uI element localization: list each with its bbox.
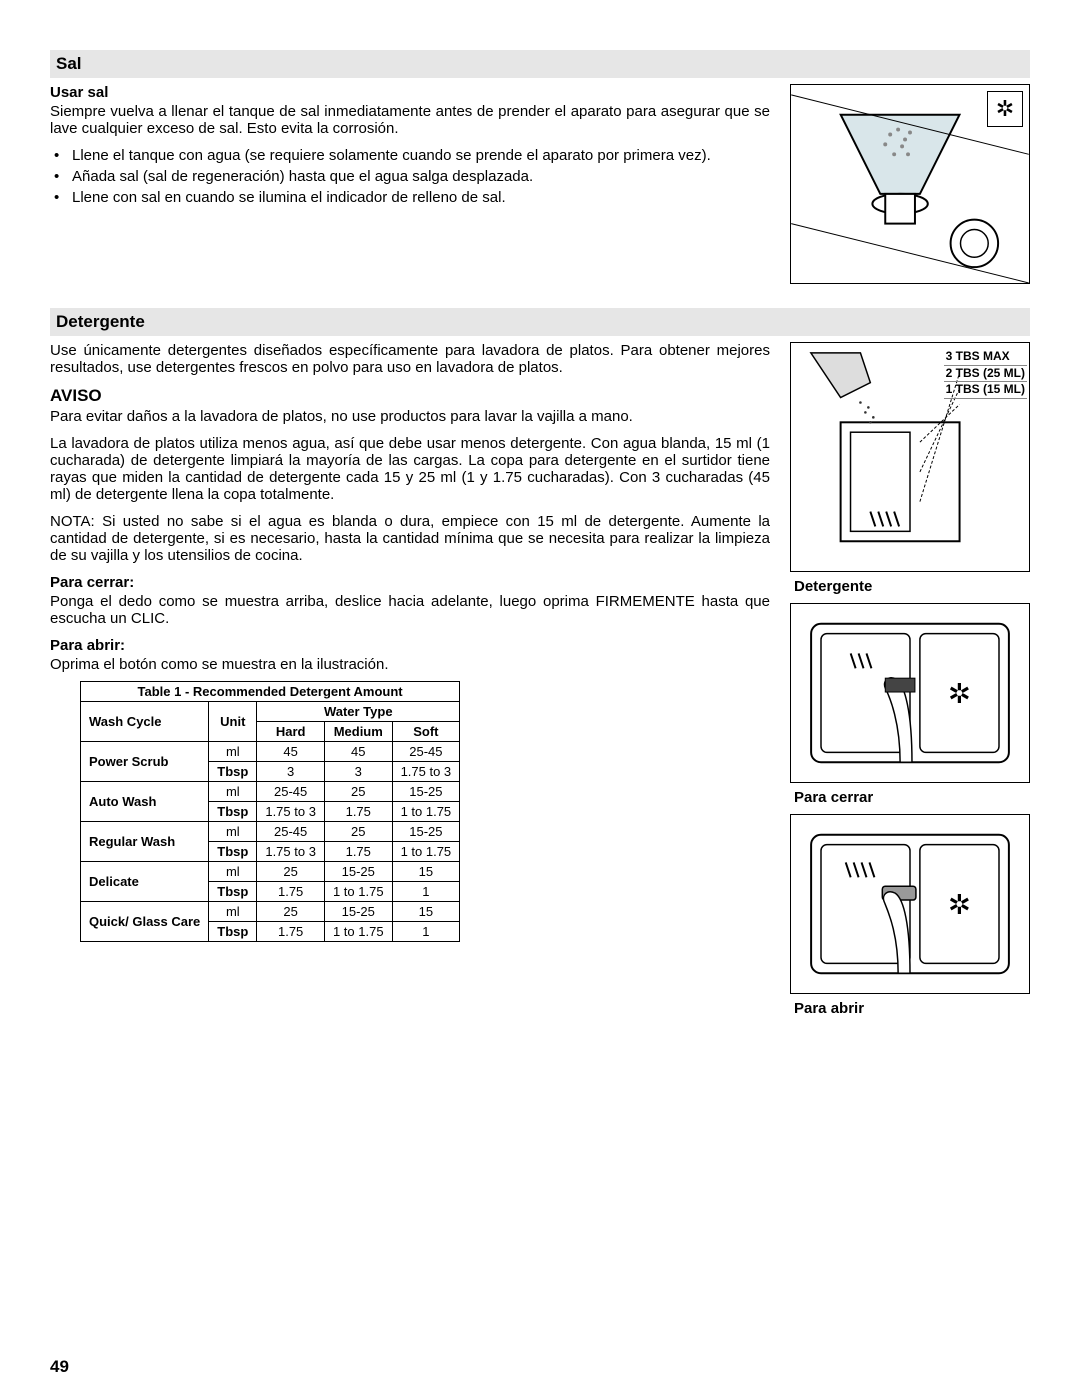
- table-cell: 1.75: [257, 882, 325, 902]
- table-cell: 45: [324, 742, 392, 762]
- cerrar-figure: ✲: [790, 603, 1030, 783]
- table-cell: 25-45: [257, 822, 325, 842]
- table-cycle: Power Scrub: [81, 742, 209, 782]
- table-unit: Tbsp: [209, 922, 257, 942]
- sal-figure: ✲: [790, 84, 1030, 284]
- table-cell: 1 to 1.75: [392, 802, 460, 822]
- abrir-text: Oprima el botón como se muestra en la il…: [50, 656, 770, 673]
- detergent-level-labels: 3 TBS MAX 2 TBS (25 ML) 1 TBS (15 ML): [944, 349, 1027, 399]
- abrir-head: Para abrir:: [50, 637, 770, 654]
- detergente-text: Use únicamente detergentes diseñados esp…: [50, 342, 770, 942]
- table-unit: Tbsp: [209, 882, 257, 902]
- col-unit: Unit: [209, 702, 257, 742]
- sal-row: Usar sal Siempre vuelva a llenar el tanq…: [50, 84, 1030, 290]
- table-unit: ml: [209, 742, 257, 762]
- table-cell: 25: [324, 822, 392, 842]
- level-3: 3 TBS MAX: [944, 349, 1027, 366]
- table-cell: 15: [392, 902, 460, 922]
- level-2: 2 TBS (25 ML): [944, 366, 1027, 383]
- aviso-p2: La lavadora de platos utiliza menos agua…: [50, 435, 770, 503]
- table-cycle: Regular Wash: [81, 822, 209, 862]
- detergente-figure: 3 TBS MAX 2 TBS (25 ML) 1 TBS (15 ML): [790, 342, 1030, 572]
- table-cell: 25-45: [392, 742, 460, 762]
- table-cell: 25-45: [257, 782, 325, 802]
- table-unit: ml: [209, 822, 257, 842]
- table-unit: Tbsp: [209, 802, 257, 822]
- table-cell: 25: [324, 782, 392, 802]
- aviso-p1: Para evitar daños a la lavadora de plato…: [50, 408, 770, 425]
- cerrar-head: Para cerrar:: [50, 574, 770, 591]
- table-cell: 25: [257, 902, 325, 922]
- table-cell: 3: [257, 762, 325, 782]
- aviso-nota: NOTA: Si usted no sabe si el agua es bla…: [50, 513, 770, 564]
- aviso-heading: AVISO: [50, 386, 770, 406]
- svg-text:✲: ✲: [948, 678, 971, 709]
- sal-text: Usar sal Siempre vuelva a llenar el tanq…: [50, 84, 770, 290]
- table-cell: 3: [324, 762, 392, 782]
- table-cell: 1.75 to 3: [257, 802, 325, 822]
- table-cycle: Delicate: [81, 862, 209, 902]
- col-cycle: Wash Cycle: [81, 702, 209, 742]
- level-1: 1 TBS (15 ML): [944, 382, 1027, 399]
- section-heading-sal: Sal: [50, 50, 1030, 78]
- salt-indicator-icon: ✲: [987, 91, 1023, 127]
- close-dispenser-icon: ✲: [791, 604, 1029, 782]
- detergente-row: Use únicamente detergentes diseñados esp…: [50, 342, 1030, 1017]
- table-unit: ml: [209, 782, 257, 802]
- table-cell: 1: [392, 922, 460, 942]
- table-cell: 1.75: [257, 922, 325, 942]
- sal-bullets: Llene el tanque con agua (se requiere so…: [50, 147, 770, 206]
- table-unit: ml: [209, 862, 257, 882]
- table-cell: 45: [257, 742, 325, 762]
- table-cell: 1.75: [324, 842, 392, 862]
- page-number: 49: [50, 1357, 69, 1377]
- table-title: Table 1 - Recommended Detergent Amount: [81, 682, 460, 702]
- col-soft: Soft: [392, 722, 460, 742]
- table-unit: Tbsp: [209, 842, 257, 862]
- section-heading-detergente: Detergente: [50, 308, 1030, 336]
- sal-bullet: Llene con sal en cuando se ilumina el in…: [72, 189, 770, 206]
- table-cell: 15-25: [392, 822, 460, 842]
- sal-intro: Siempre vuelva a llenar el tanque de sal…: [50, 103, 770, 137]
- table-cell: 1 to 1.75: [324, 882, 392, 902]
- table-cycle: Auto Wash: [81, 782, 209, 822]
- table-cell: 1.75 to 3: [257, 842, 325, 862]
- col-water: Water Type: [257, 702, 460, 722]
- col-hard: Hard: [257, 722, 325, 742]
- sal-subhead: Usar sal: [50, 84, 770, 101]
- fig-detergente-caption: Detergente: [790, 578, 1030, 595]
- table-cell: 1 to 1.75: [324, 922, 392, 942]
- detergente-intro: Use únicamente detergentes diseñados esp…: [50, 342, 770, 376]
- table-cell: 15-25: [324, 862, 392, 882]
- sal-bullet: Añada sal (sal de regeneración) hasta qu…: [72, 168, 770, 185]
- sal-bullet: Llene el tanque con agua (se requiere so…: [72, 147, 770, 164]
- open-dispenser-icon: ✲: [791, 815, 1029, 993]
- fig-cerrar-caption: Para cerrar: [790, 789, 1030, 806]
- cerrar-text: Ponga el dedo como se muestra arriba, de…: [50, 593, 770, 627]
- fig-abrir-caption: Para abrir: [790, 1000, 1030, 1017]
- abrir-figure: ✲: [790, 814, 1030, 994]
- table-cell: 15-25: [392, 782, 460, 802]
- sal-figure-col: ✲: [790, 84, 1030, 290]
- table-cell: 25: [257, 862, 325, 882]
- detergente-figure-col: 3 TBS MAX 2 TBS (25 ML) 1 TBS (15 ML) De…: [790, 342, 1030, 1017]
- table-cell: 15: [392, 862, 460, 882]
- col-medium: Medium: [324, 722, 392, 742]
- svg-text:✲: ✲: [948, 889, 971, 920]
- table-cycle: Quick/ Glass Care: [81, 902, 209, 942]
- table-cell: 15-25: [324, 902, 392, 922]
- table-unit: Tbsp: [209, 762, 257, 782]
- table-cell: 1: [392, 882, 460, 902]
- detergent-table: Table 1 - Recommended Detergent Amount W…: [80, 681, 460, 942]
- table-cell: 1 to 1.75: [392, 842, 460, 862]
- table-cell: 1.75 to 3: [392, 762, 460, 782]
- table-cell: 1.75: [324, 802, 392, 822]
- table-unit: ml: [209, 902, 257, 922]
